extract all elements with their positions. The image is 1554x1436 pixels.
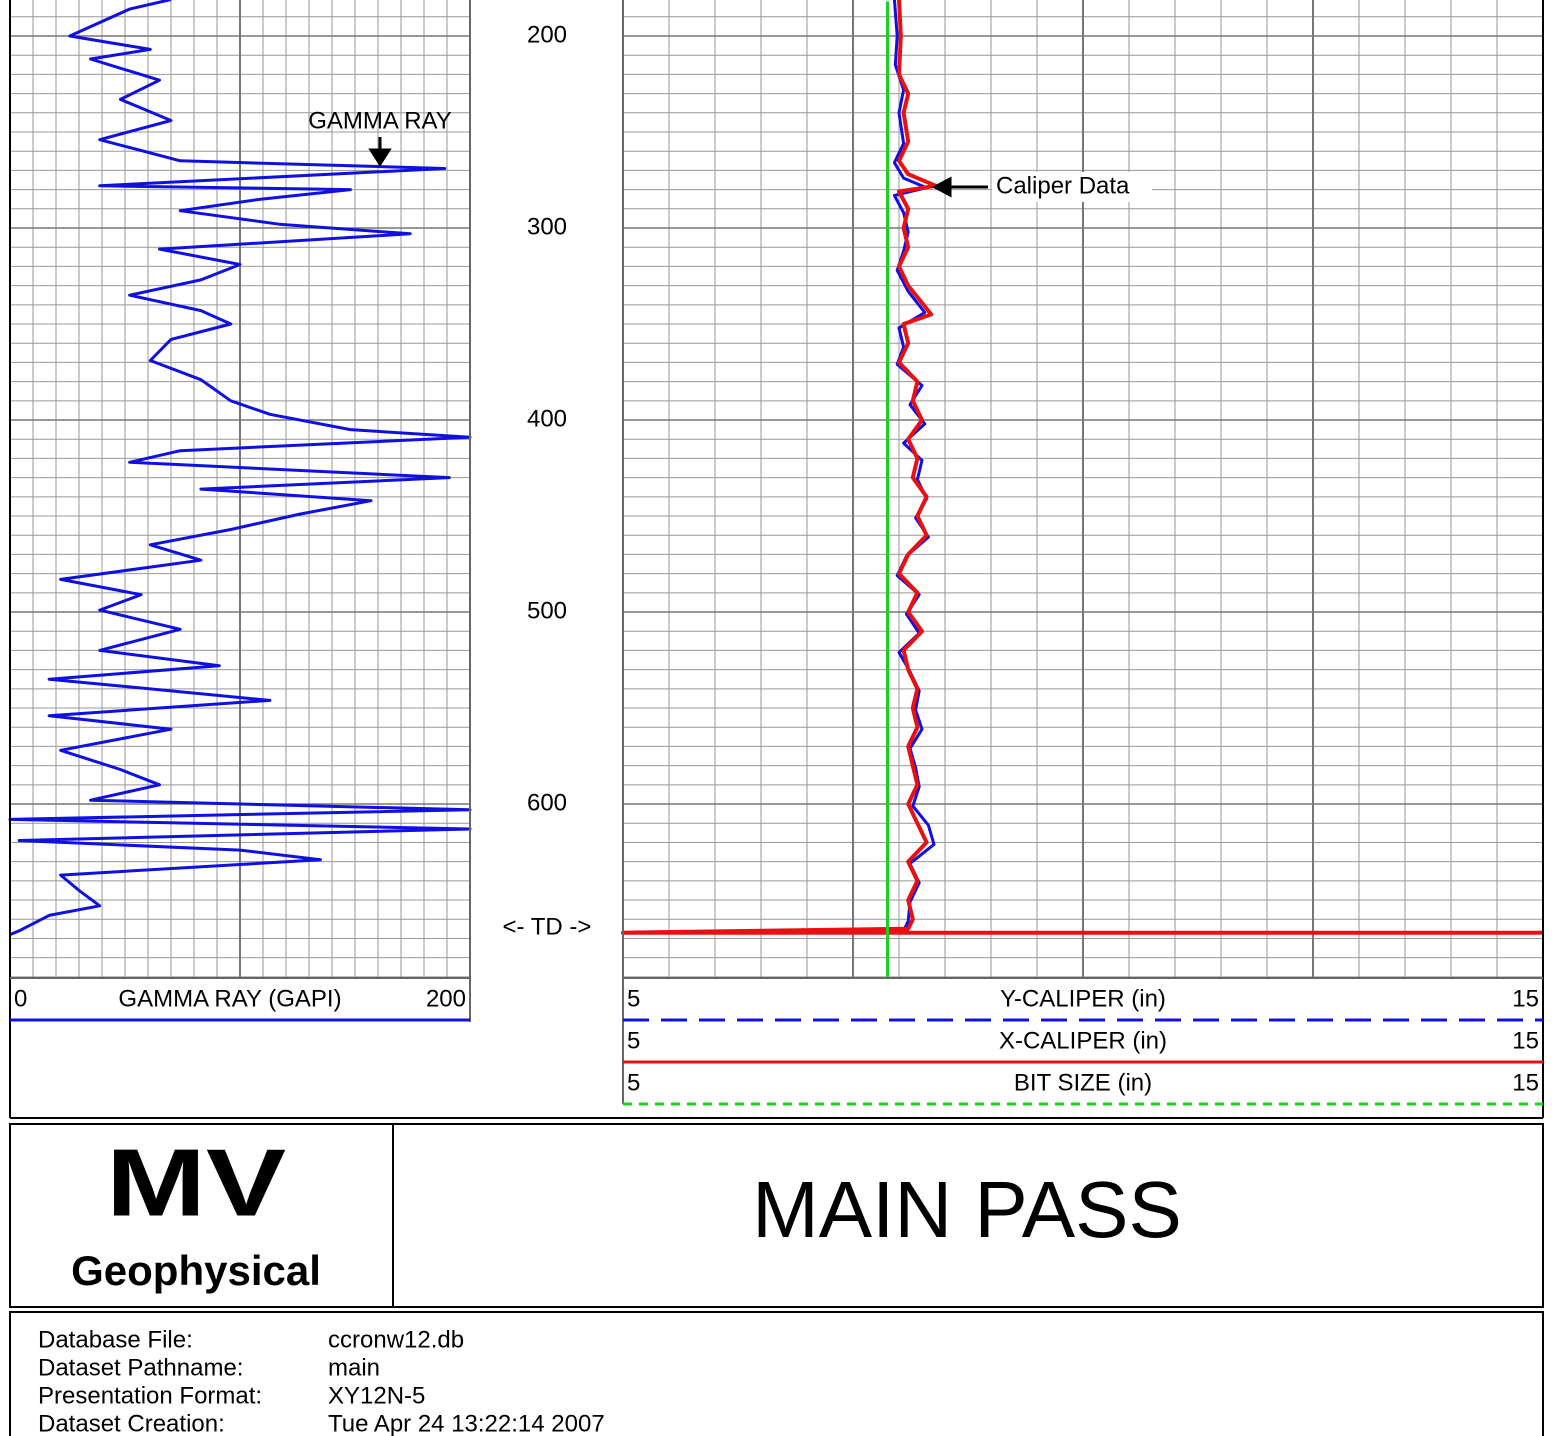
info-label: Dataset Creation:	[38, 1410, 225, 1436]
arrow	[931, 176, 988, 198]
frame	[9, 0, 1544, 1436]
curve	[621, 0, 1543, 935]
curve	[8, 0, 472, 936]
logo-sub: Geophysical	[71, 1247, 321, 1294]
scale-max: 200	[426, 985, 466, 1012]
info-value: XY12N-5	[328, 1382, 425, 1409]
header-box	[9, 1123, 1544, 1308]
logo: MV	[106, 1130, 286, 1237]
info-label: Database File:	[38, 1326, 193, 1353]
info: Database File: ccronw12.db Dataset Pathnam…	[38, 1326, 605, 1436]
legend-name: BIT SIZE (in)	[1014, 1069, 1152, 1096]
curve-layer	[8, 0, 1543, 977]
scale-min: 5	[627, 1027, 640, 1054]
scale-max: 15	[1512, 1027, 1539, 1054]
depth-label: 500	[527, 597, 567, 624]
title: MAIN PASS	[752, 1165, 1182, 1254]
legend-name: Y-CALIPER (in)	[1000, 985, 1166, 1012]
info-box	[9, 1311, 1544, 1436]
scale-min: 0	[14, 985, 27, 1012]
annotation: GAMMA RAY	[308, 107, 452, 134]
legend-name: GAMMA RAY (GAPI)	[118, 985, 341, 1012]
depth-label: 200	[527, 21, 567, 48]
legend-name: X-CALIPER (in)	[999, 1027, 1167, 1054]
scale-min: 5	[627, 1069, 640, 1096]
grid-layer	[9, 0, 1544, 978]
info-label: Presentation Format:	[38, 1382, 262, 1409]
arrow	[368, 137, 392, 167]
depth-label: 400	[527, 405, 567, 432]
label-bg	[992, 172, 1152, 202]
info-label: Dataset Pathname:	[38, 1354, 243, 1381]
depth-label: 300	[527, 213, 567, 240]
info-value: main	[328, 1354, 380, 1381]
scale-min: 5	[627, 985, 640, 1012]
depth-label: 600	[527, 789, 567, 816]
scale-max: 15	[1512, 985, 1539, 1012]
info-value: ccronw12.db	[328, 1326, 464, 1353]
td-label: <- TD ->	[503, 913, 592, 940]
annotation: Caliper Data	[996, 172, 1130, 199]
info-value: Tue Apr 24 13:22:14 2007	[328, 1410, 605, 1436]
scale-max: 15	[1512, 1069, 1539, 1096]
